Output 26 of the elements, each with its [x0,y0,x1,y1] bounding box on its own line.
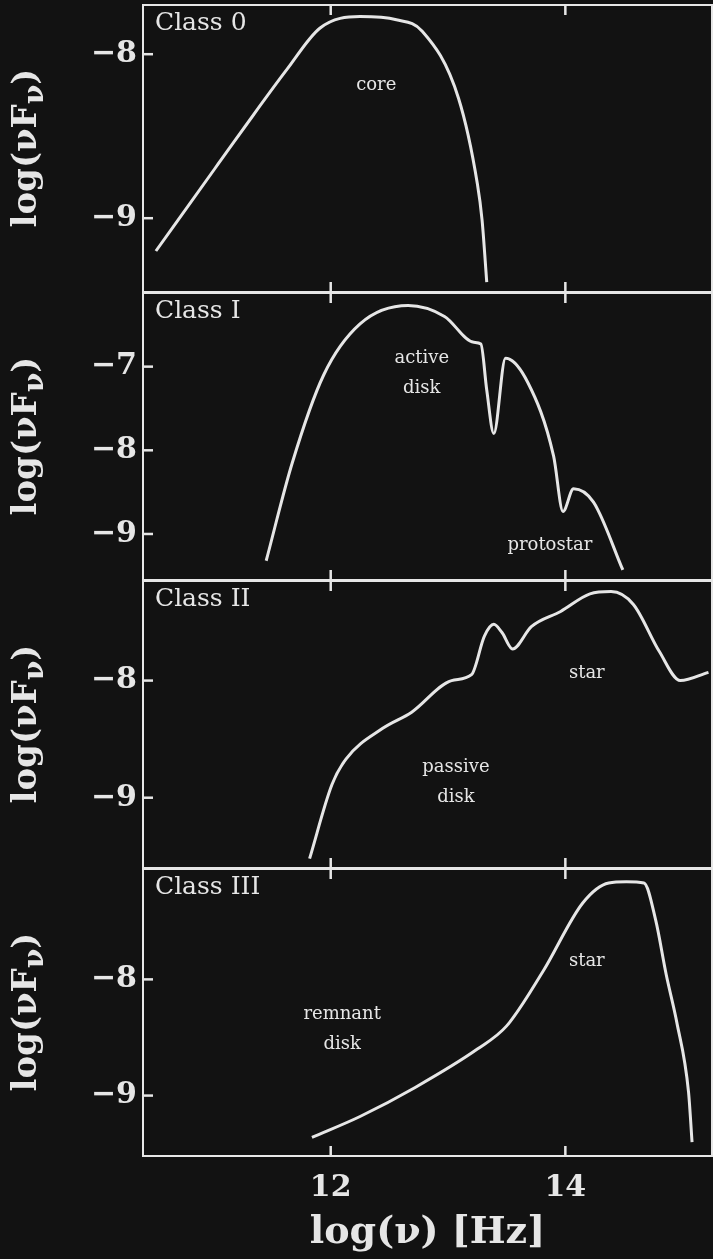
annotation: protostar [507,533,593,555]
y-tick-label: −8 [90,34,137,69]
x-tick-label: 12 [309,1167,352,1203]
y-tick-label: −9 [90,198,137,233]
y-tick-label: −8 [90,430,137,466]
x-axis-title: log(ν) [Hz] [309,1207,546,1253]
annotation: star [568,660,606,682]
line-series [308,590,710,861]
chart-title: Class III [155,871,261,900]
annotation: star [568,948,606,970]
chart-title: Class II [155,583,251,612]
y-tick-label: −8 [90,660,137,696]
y-tick-label: −7 [90,346,137,382]
annotation: active disk [394,346,450,398]
y-tick-label: −9 [90,513,137,549]
line-series [264,304,625,572]
chart-title: Class 0 [155,7,247,36]
y-tick-label: −8 [90,959,137,995]
annotation: core [356,73,397,95]
line-series [154,14,489,284]
x-tick-label: 14 [544,1167,587,1203]
annotation: remnant disk [303,1002,382,1054]
y-tick-label: −9 [90,1075,137,1111]
y-tick-label: −9 [90,777,137,813]
chart-title: Class I [155,295,241,324]
annotation: passive disk [422,754,490,806]
